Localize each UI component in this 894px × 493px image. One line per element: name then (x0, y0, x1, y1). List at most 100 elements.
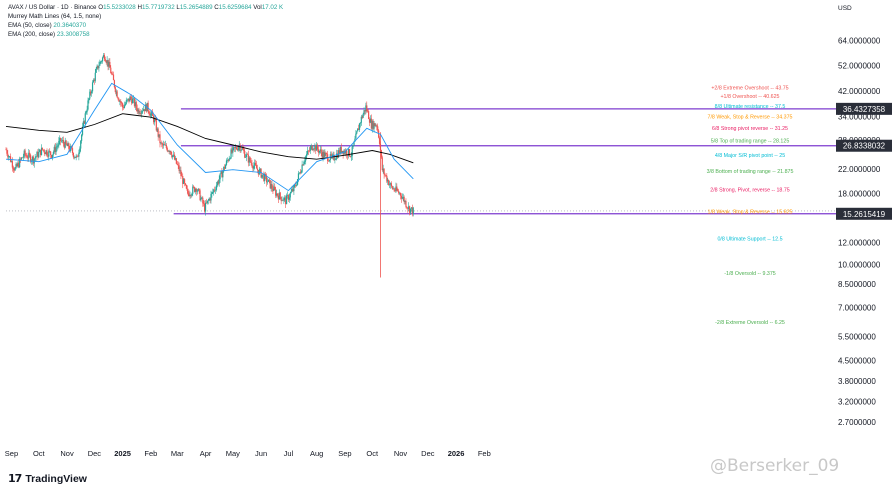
candle-body (113, 80, 116, 88)
candle-body (21, 157, 23, 159)
candle-body (385, 175, 387, 176)
candle-body (280, 196, 282, 201)
candle-body (409, 208, 412, 213)
indicator-murrey[interactable]: Murrey Math Lines (64, 1.5, none) (8, 13, 102, 20)
x-tick-label: 2026 (448, 449, 465, 458)
candle-body (160, 142, 162, 144)
candle-body (224, 164, 227, 169)
price-tag-label: 15.2615419 (843, 210, 886, 219)
y-tick-label: 2.7000000 (838, 418, 876, 427)
murrey-level-label: 4/8 Major S/R pivot point -- 25 (715, 153, 785, 159)
candle-body (389, 183, 392, 185)
candle-body (44, 152, 46, 155)
candle-body (58, 140, 60, 146)
candle-body (287, 195, 290, 200)
candle-body (405, 200, 407, 207)
candle-body (310, 145, 312, 148)
candle-body (326, 153, 328, 155)
candle-body (91, 82, 94, 92)
indicator-ema200[interactable]: EMA (200, close) 23.3008758 (8, 31, 90, 39)
candle-body (234, 147, 237, 149)
candle-body (181, 175, 183, 177)
candle-body (87, 100, 89, 110)
candle-body (143, 109, 146, 112)
candle-body (191, 193, 193, 196)
y-tick-label: 64.0000000 (838, 36, 881, 45)
murrey-level-label: +1/8 Overshoot -- 40.625 (720, 94, 779, 100)
candle-body (48, 150, 50, 157)
x-tick-label: May (226, 449, 240, 458)
candle-body (229, 158, 231, 159)
candle-body (198, 188, 200, 191)
y-tick-label: 5.5000000 (838, 332, 876, 341)
candle-body (14, 168, 16, 171)
candle-body (288, 197, 290, 200)
candle-body (210, 193, 212, 201)
candle-body (175, 158, 177, 164)
y-tick-label: 22.0000000 (838, 165, 881, 174)
candle-body (142, 110, 144, 112)
tradingview-name: TradingView (25, 472, 87, 485)
x-tick-label: Apr (200, 449, 212, 458)
candle-body (112, 74, 115, 81)
candle-body (397, 190, 399, 192)
candle-body (273, 186, 275, 191)
candle-body (265, 175, 268, 183)
candle-body (65, 140, 67, 144)
murrey-level-label: 8/8 Ultimate resistance -- 37.5 (715, 104, 786, 110)
candle-body (121, 102, 123, 104)
open-label: O (98, 4, 104, 11)
candle-body (383, 168, 385, 175)
candle-body (9, 156, 12, 162)
candle-body (357, 128, 360, 130)
candle-body (60, 140, 63, 142)
horizontal-lines (173, 108, 836, 215)
candle-body (6, 149, 8, 154)
y-tick-label: 34.0000000 (838, 113, 881, 122)
candle-body (208, 198, 210, 201)
candle-body (103, 55, 105, 60)
candle-body (152, 115, 155, 123)
candle-body (120, 101, 122, 103)
candle-body (37, 152, 39, 158)
symbol-name[interactable]: AVAX / US Dollar · 1D · Binance (8, 4, 97, 11)
candle-body (81, 134, 83, 141)
indicator-ema50[interactable]: EMA (50, close) 20.3640370 (8, 22, 86, 30)
candle-body (244, 151, 246, 158)
candle-body (318, 151, 321, 153)
tradingview-logo[interactable]: 17 TradingView (8, 472, 87, 485)
candle-body (189, 195, 191, 197)
candle-body (409, 206, 411, 213)
candle-body (148, 111, 150, 114)
candle-body (275, 189, 277, 196)
candle-body (137, 109, 139, 112)
murrey-level-label: 2/8 Strong, Pivot, reverse -- 18.75 (710, 187, 790, 193)
candle-body (122, 103, 124, 108)
candle-body (286, 195, 289, 196)
candle-body (319, 149, 321, 152)
candle-body (324, 152, 326, 157)
candle-body (298, 172, 300, 174)
candle-body (354, 138, 356, 142)
candle-body (196, 190, 198, 192)
candle-body (299, 172, 301, 174)
candle-body (316, 144, 319, 150)
candle-body (406, 206, 408, 208)
candle-body (283, 197, 285, 201)
candle-body (401, 197, 403, 199)
candle-body (245, 154, 248, 157)
candle-body (136, 107, 138, 112)
candle-body (399, 192, 402, 196)
candle-body (75, 155, 77, 158)
candle-body (15, 164, 17, 169)
candle-body (68, 143, 70, 149)
x-tick-label: Jul (284, 449, 294, 458)
low-value: 15.2654889 (179, 4, 213, 11)
candle-body (38, 152, 40, 158)
candle-body (358, 123, 361, 130)
candle-body (205, 202, 208, 204)
candle-body (36, 152, 38, 157)
candle-body (188, 193, 190, 197)
candle-body (390, 183, 392, 187)
